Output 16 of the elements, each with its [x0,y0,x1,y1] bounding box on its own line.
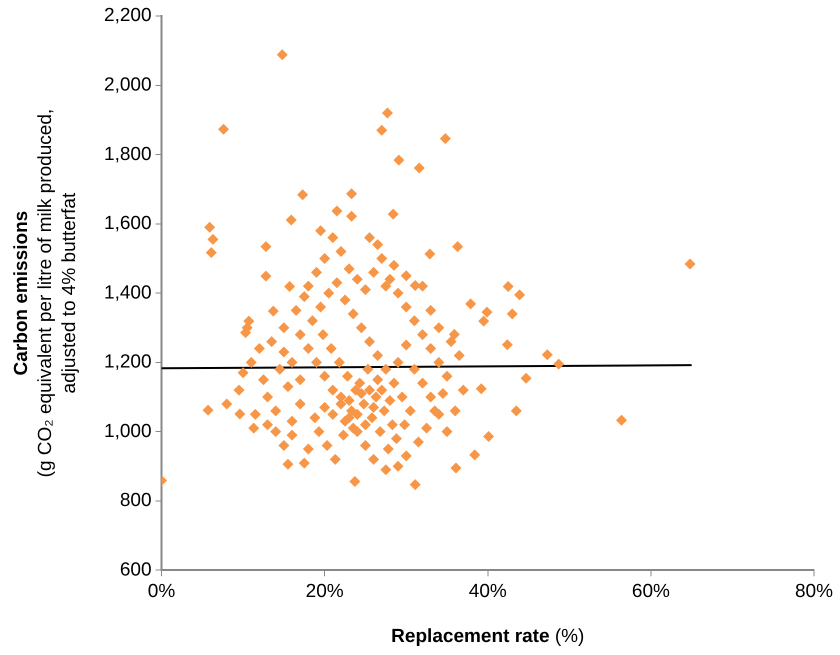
y-tick-label: 2,000 [104,74,152,96]
y-tick-label: 1,600 [104,213,152,234]
y-tick-label: 1,800 [104,144,152,165]
y-tick-label: 2,200 [104,5,152,26]
y-tick-label: 1,400 [104,282,152,304]
x-tick-label: 60% [632,580,670,602]
x-tick-label: 80% [794,580,834,602]
x-tick-label: 0% [148,580,176,602]
y-tick-label: 600 [120,559,152,580]
y-axis-title: Carbon emissions (g CO₂ equivalent per litre of milk produced, adjusted to 4% butterfat [11,108,80,478]
x-tick-label: 20% [306,580,344,602]
x-tick-label: 40% [468,580,507,602]
x-axis-title: Replacement rate (%) [391,626,584,648]
y-tick-label: 1,000 [104,420,152,442]
y-tick-label: 800 [120,490,152,512]
y-tick-label: 1,200 [104,352,152,373]
